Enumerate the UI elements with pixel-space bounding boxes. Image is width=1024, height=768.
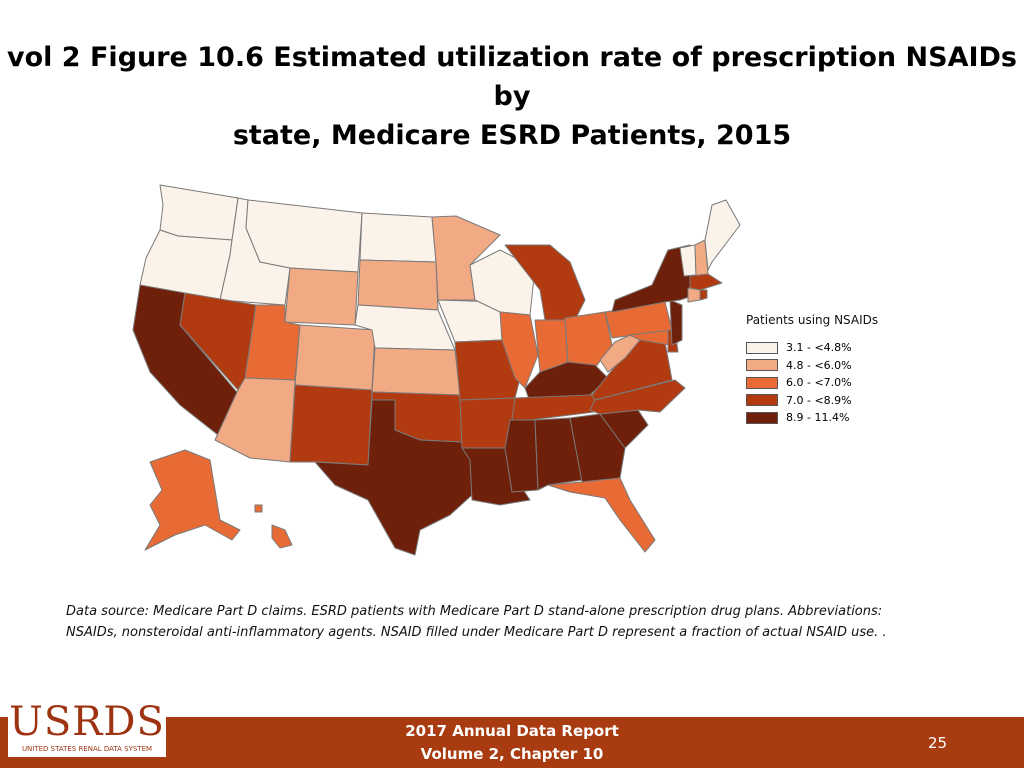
state-NC	[589, 379, 686, 415]
legend-item: 3.1 - <4.8%	[746, 339, 946, 357]
data-source-footnote: Data source: Medicare Part D claims. ESR…	[66, 601, 966, 643]
state-GA	[569, 413, 626, 483]
state-MI	[504, 244, 586, 321]
report-volume: Volume 2, Chapter 10	[420, 745, 604, 763]
legend-label: 7.0 - <8.9%	[786, 393, 852, 407]
legend-item: 6.0 - <7.0%	[746, 374, 946, 392]
legend-label: 4.8 - <6.0%	[786, 358, 852, 372]
legend-swatch	[746, 376, 778, 389]
state-MA	[689, 273, 723, 291]
state-MT	[245, 199, 363, 273]
footnote-line-1: Data source: Medicare Part D claims. ESR…	[66, 604, 883, 619]
state-AZ	[214, 377, 296, 463]
title-line-2: state, Medicare ESRD Patients, 2015	[232, 120, 792, 151]
state-NJ	[669, 299, 683, 346]
state-ME	[704, 199, 741, 271]
state-WY	[284, 267, 359, 326]
us-choropleth-map	[132, 184, 741, 556]
logo-wordmark: USRDS	[9, 699, 165, 745]
legend-label: 3.1 - <4.8%	[786, 341, 852, 355]
footer-bar	[0, 717, 1024, 768]
state-CO	[294, 324, 376, 391]
legend-swatch	[746, 359, 778, 372]
report-info: 2017 Annual Data Report Volume 2, Chapte…	[362, 720, 662, 766]
figure-title: vol 2 Figure 10.6 Estimated utilization …	[0, 38, 1024, 155]
state-TX	[314, 399, 473, 556]
legend-label: 6.0 - <7.0%	[786, 376, 852, 390]
state-FL	[547, 477, 656, 553]
report-title: 2017 Annual Data Report	[405, 722, 619, 740]
logo-subtitle: UNITED STATES RENAL DATA SYSTEM	[21, 745, 153, 753]
state-NM	[289, 384, 373, 466]
usrds-logo: USRDS UNITED STATES RENAL DATA SYSTEM	[8, 699, 166, 757]
legend-item: 8.9 - 11.4%	[746, 409, 946, 427]
legend-item: 7.0 - <8.9%	[746, 392, 946, 410]
title-line-1: vol 2 Figure 10.6 Estimated utilization …	[7, 42, 1017, 112]
state-MO	[454, 339, 521, 401]
state-WA	[159, 184, 239, 241]
page-number: 25	[928, 734, 948, 752]
state-HI-small	[254, 504, 263, 513]
legend: Patients using NSAIDs 3.1 - <4.8% 4.8 - …	[746, 313, 946, 427]
state-SD	[357, 259, 439, 311]
state-RI	[699, 289, 708, 301]
footnote-line-2: NSAIDs, nonsteroidal anti-inflammatory a…	[66, 625, 887, 640]
legend-swatch	[746, 394, 778, 407]
legend-swatch	[746, 411, 778, 424]
state-AK	[144, 449, 241, 551]
state-CT	[687, 287, 701, 303]
state-KS	[371, 347, 461, 396]
state-MS	[504, 419, 539, 493]
legend-title: Patients using NSAIDs	[746, 313, 879, 327]
legend-item: 4.8 - <6.0%	[746, 357, 946, 375]
state-ND	[359, 212, 437, 263]
state-AL	[534, 417, 583, 491]
legend-label: 8.9 - 11.4%	[786, 411, 850, 425]
state-HI	[271, 524, 293, 549]
legend-swatch	[746, 341, 778, 354]
